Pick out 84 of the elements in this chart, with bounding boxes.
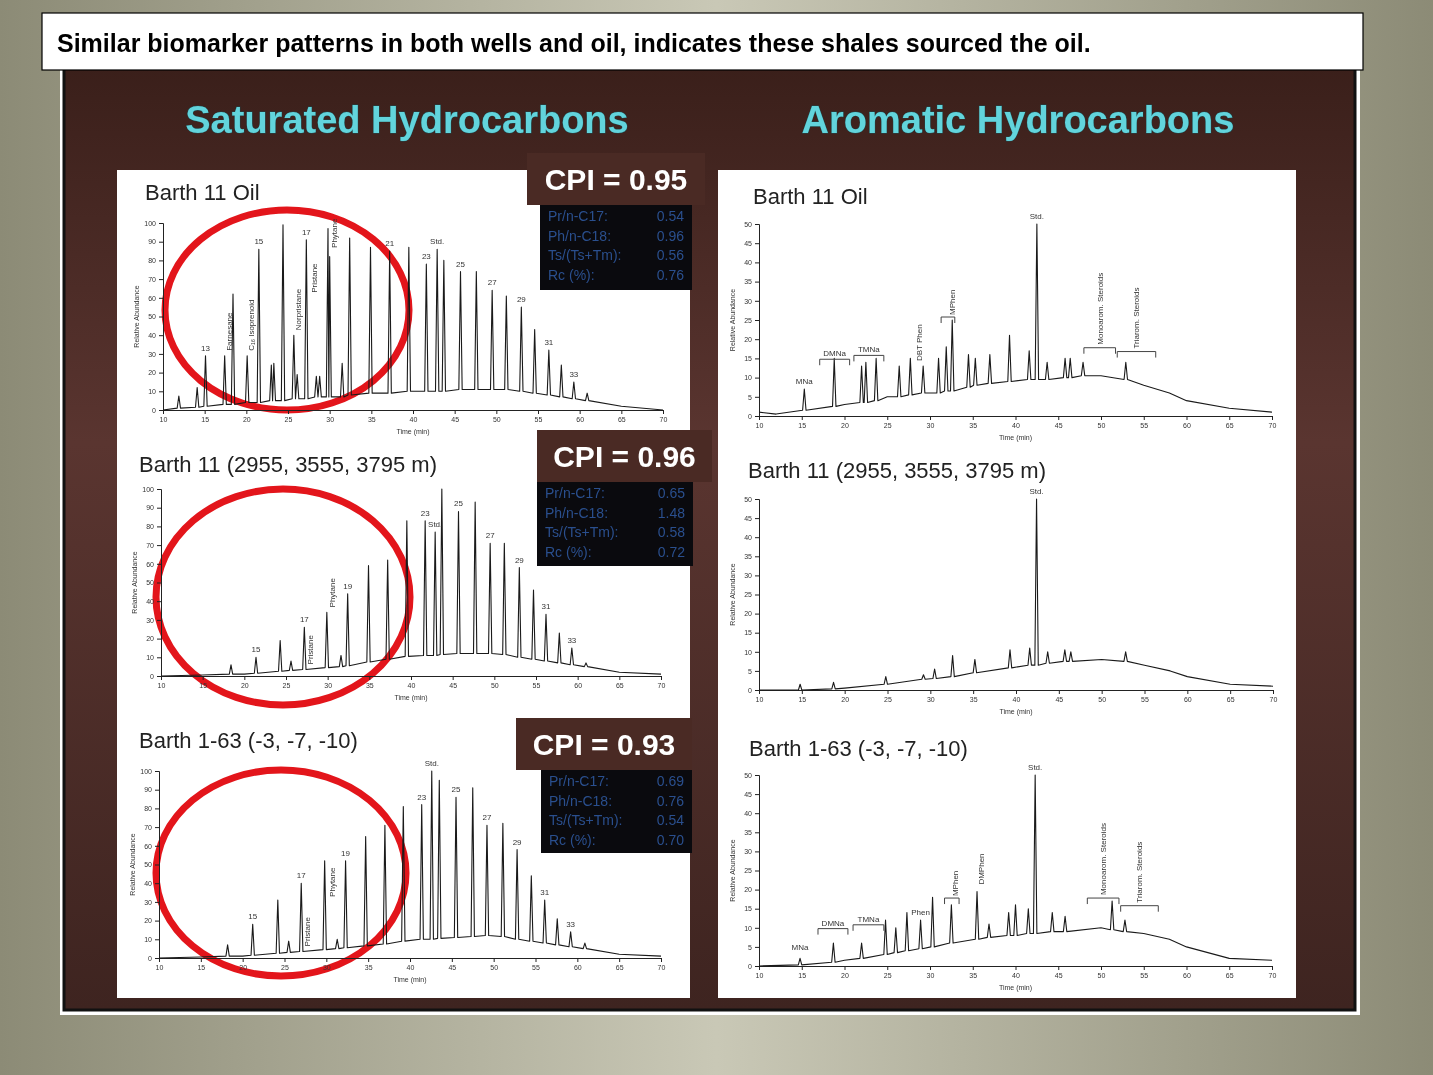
- annotation: DBT Phen: [914, 324, 924, 362]
- annotation: 15: [254, 237, 264, 247]
- annotation: TMNa: [857, 345, 881, 355]
- line-series: [758, 774, 1273, 967]
- annotation: Norpristane: [293, 288, 303, 331]
- annotation: Pristane: [306, 634, 315, 665]
- annotation: 23: [417, 792, 427, 802]
- annotation: MPhen: [947, 289, 957, 315]
- text: Ts/(Ts+Tm): 0.56: [548, 247, 684, 263]
- text: Ph/n-C18: 0.76: [549, 792, 684, 809]
- annotation: Phytane: [328, 866, 338, 897]
- chart-title: Barth 11 (2955, 3555, 3795 m): [748, 458, 1047, 483]
- annotation: 29: [516, 295, 527, 305]
- annotation: Phytane: [327, 577, 337, 608]
- annotation: 19: [341, 848, 351, 858]
- annotation: Triarom. Steroids: [1132, 287, 1142, 349]
- annotation: MNa: [795, 377, 814, 387]
- annotation: 31: [544, 338, 554, 348]
- annotation: Pristane: [309, 262, 319, 293]
- annotation: 27: [482, 813, 492, 823]
- annotation: 29: [514, 555, 525, 565]
- annotation: 33: [567, 635, 577, 645]
- annotation: 29: [512, 837, 523, 847]
- annotation: Phytane: [329, 218, 339, 248]
- annotation: DMNa: [823, 349, 847, 359]
- annotation: DMNa: [821, 918, 845, 928]
- text: Ts/(Ts+Tm): 0.58: [545, 524, 685, 540]
- text: CPI = 0.95: [544, 163, 688, 196]
- chart-title: Barth 1-63 (-3, -7, -10): [139, 728, 358, 753]
- annotation: 21: [385, 239, 395, 249]
- annotation: 31: [541, 602, 551, 612]
- text: Pr/n-C17: 0.69: [549, 773, 684, 789]
- annotation: Farnesane: [224, 311, 234, 351]
- line-series: [758, 498, 1274, 691]
- text: Pr/n-C17: 0.65: [545, 485, 685, 501]
- annotation: 25: [451, 785, 462, 795]
- annotation: Std.: [1029, 487, 1044, 496]
- text: Ts/(Ts+Tm): 0.54: [549, 812, 684, 828]
- text: Saturated Hydrocarbons: [185, 99, 629, 141]
- annotation: Monoarom. Steroids: [1099, 823, 1109, 896]
- annotation: 27: [485, 531, 496, 541]
- annotation: Phen: [911, 908, 930, 918]
- chart-title: Barth 11 Oil: [753, 184, 868, 209]
- annotation: Pristane: [302, 916, 312, 947]
- annotation: MNa: [791, 942, 810, 952]
- chart-title: Barth 1-63 (-3, -7, -10): [749, 736, 968, 761]
- text: Aromatic Hydrocarbons: [801, 99, 1235, 141]
- annotation: MPhen: [951, 870, 961, 897]
- annotation: 17: [301, 227, 312, 237]
- annotation: 33: [569, 369, 579, 379]
- text: Rc (%): 0.72: [545, 543, 685, 560]
- annotation: 15: [248, 912, 258, 922]
- annotation: 33: [566, 919, 576, 929]
- text: CPI = 0.96: [553, 440, 696, 473]
- annotation: 13: [201, 343, 211, 353]
- annotation: 25: [456, 259, 466, 269]
- annotation: 15: [251, 645, 261, 655]
- annotation: 27: [487, 278, 498, 288]
- text: Ph/n-C18: 1.48: [545, 504, 685, 521]
- annotation: 23: [421, 252, 432, 262]
- chart-title: Barth 11 (2955, 3555, 3795 m): [139, 452, 438, 477]
- annotation: Std.: [1029, 212, 1044, 221]
- annotation: 31: [540, 888, 550, 898]
- annotation: 17: [296, 871, 307, 881]
- line-series: [758, 223, 1273, 415]
- annotation: 25: [454, 499, 464, 509]
- annotation: TMNa: [857, 914, 880, 924]
- annotation: Std.: [1028, 763, 1043, 772]
- text: Ph/n-C18: 0.96: [548, 227, 684, 244]
- annotation: 23: [420, 508, 431, 518]
- annotation: 17: [299, 615, 310, 625]
- annotation: Monoarom. Steroids: [1095, 272, 1105, 345]
- text: Rc (%): 0.76: [548, 266, 684, 283]
- annotation: DMPhen: [977, 853, 987, 885]
- annotation: C₁₆ Isoprenoid: [247, 299, 257, 351]
- text: Similar biomarker patterns in both wells and oil, indicates these shales sourced the oil.: [57, 29, 1091, 57]
- text: Rc (%): 0.70: [549, 831, 684, 848]
- text: Pr/n-C17: 0.54: [548, 208, 684, 224]
- annotation: 19: [343, 581, 353, 591]
- annotation: Std.: [430, 237, 445, 247]
- annotation: Std.: [424, 759, 439, 768]
- chart-title: Barth 11 Oil: [145, 180, 260, 205]
- annotation: Triarom. Steroids: [1135, 841, 1145, 903]
- text: CPI = 0.93: [532, 728, 676, 761]
